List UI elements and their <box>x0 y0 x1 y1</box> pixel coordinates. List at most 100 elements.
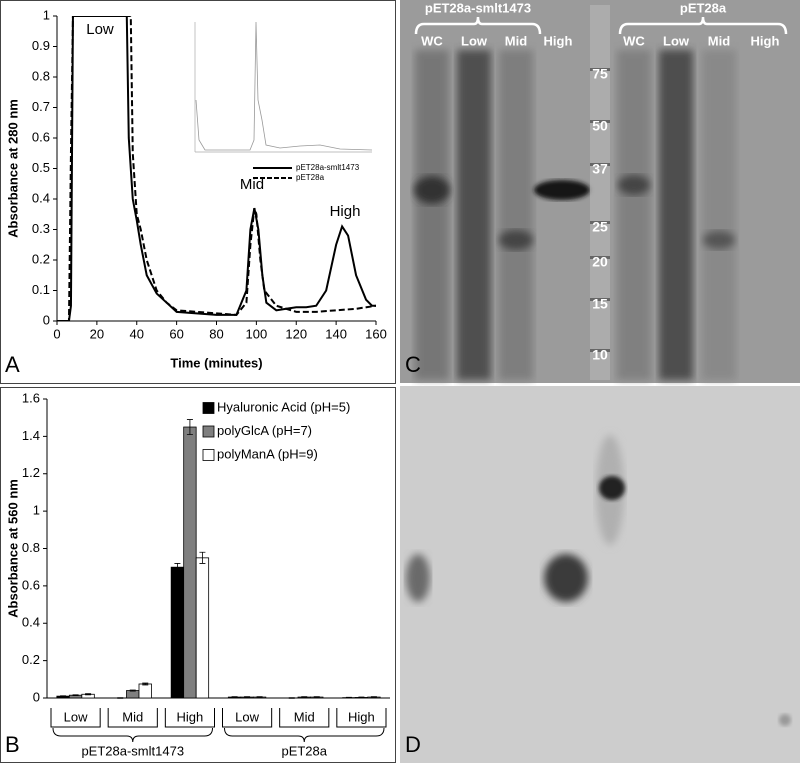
ladder-band <box>590 120 610 123</box>
error-bar <box>301 696 308 698</box>
gel-band <box>703 231 735 249</box>
y-tick-label: 1.6 <box>22 390 40 405</box>
error-bar <box>256 696 263 698</box>
x-axis-label: Time (minutes) <box>170 355 262 370</box>
bar <box>170 566 185 699</box>
ladder-band <box>590 298 610 301</box>
y-tick-label: 0.6 <box>32 129 50 144</box>
lane-label: High <box>544 33 573 48</box>
lane-label: Mid <box>505 33 527 48</box>
legend-label: pET28a <box>296 173 325 182</box>
y-tick-label: 0 <box>43 312 50 327</box>
y-tick-label: 1 <box>43 7 50 22</box>
inset-trace <box>195 21 373 151</box>
y-tick-label: 1 <box>33 503 40 518</box>
y-tick-label: 0.1 <box>32 282 50 297</box>
x-tick-label: Low <box>64 709 88 724</box>
gel-band <box>499 230 533 250</box>
bar <box>126 690 140 699</box>
gel-lane <box>457 50 491 380</box>
y-tick-label: 1.4 <box>22 428 40 443</box>
gel-d-band <box>599 476 625 500</box>
category-brace <box>336 708 387 728</box>
y-tick-label: 0.8 <box>32 68 50 83</box>
panel-letter: B <box>5 732 20 757</box>
gel-band <box>534 180 590 200</box>
y-axis-label: Absorbance at 280 nm <box>5 99 20 238</box>
x-tick-label: Low <box>235 709 259 724</box>
inset <box>187 18 375 158</box>
lane-label: Low <box>663 33 690 48</box>
annotation: High <box>330 203 361 220</box>
error-bar <box>60 695 67 697</box>
y-tick-label: 0.3 <box>32 221 50 236</box>
gel-band <box>618 175 650 195</box>
y-tick-label: 0.9 <box>32 38 50 53</box>
error-bar <box>174 563 181 572</box>
lane-label: WC <box>421 33 443 48</box>
x-tick-label: 80 <box>209 326 223 341</box>
gel-d <box>400 386 800 763</box>
gel-d-band <box>544 554 588 602</box>
group-brace <box>52 727 213 743</box>
marker-label: 20 <box>592 254 608 270</box>
y-tick-label: 0.2 <box>22 652 40 667</box>
y-tick-label: 0 <box>33 689 40 704</box>
marker-label: 15 <box>592 296 608 312</box>
error-bar <box>186 419 193 435</box>
gel-lane <box>415 50 449 380</box>
ladder-band <box>590 163 610 166</box>
legend-label: pET28a-smlt1473 <box>296 163 360 172</box>
lane-label: WC <box>623 33 645 48</box>
lane-label: Low <box>461 33 488 48</box>
legend-label: Hyaluronic Acid (pH=5) <box>217 399 350 414</box>
error-bar <box>142 682 149 686</box>
y-tick-label: 0.4 <box>22 615 40 630</box>
group-label: pET28a-smlt1473 <box>81 743 184 758</box>
x-tick-label: 60 <box>169 326 183 341</box>
inset-area <box>187 18 375 158</box>
y-axis-label: Absorbance at 560 nm <box>5 479 20 618</box>
x-tick-label: Mid <box>122 709 143 724</box>
line-series <box>57 16 376 321</box>
gel-d-bg <box>400 386 800 763</box>
legend-swatch <box>202 402 215 414</box>
bracket <box>414 16 542 35</box>
marker-label: 37 <box>592 161 608 177</box>
annotation: Low <box>86 21 114 38</box>
gel-lane <box>499 50 533 380</box>
marker-label: 50 <box>592 118 608 134</box>
ladder-band <box>590 256 610 259</box>
y-tick-label: 0.2 <box>32 251 50 266</box>
error-bar <box>231 696 238 698</box>
gel-d-spot <box>779 714 791 726</box>
marker-label: 10 <box>592 347 608 363</box>
error-bar <box>288 697 295 699</box>
y-tick-label: 0.6 <box>22 577 40 592</box>
error-bar <box>313 696 320 698</box>
x-tick-label: 160 <box>365 326 387 341</box>
y-tick-label: 0.5 <box>32 160 50 175</box>
category-brace <box>164 708 215 728</box>
ladder-lane <box>590 5 610 380</box>
y-tick-label: 0.4 <box>32 190 50 205</box>
x-tick-label: 0 <box>53 326 60 341</box>
y-tick-label: 0.7 <box>32 99 50 114</box>
category-brace <box>50 708 101 728</box>
gel-d-band <box>406 554 430 602</box>
line-series <box>57 16 376 321</box>
gel-lane <box>702 50 736 380</box>
marker-label: 25 <box>592 219 608 235</box>
lane-label: High <box>751 33 780 48</box>
panel-letter: C <box>405 352 421 377</box>
bracket <box>618 16 788 35</box>
x-tick-label: 120 <box>285 326 307 341</box>
y-tick-label: 0.8 <box>22 540 40 555</box>
error-bar <box>117 697 124 699</box>
ladder-band <box>590 221 610 224</box>
panel-letter: D <box>405 732 421 757</box>
group-label: pET28a <box>281 743 327 758</box>
error-bar <box>370 696 377 698</box>
y-tick-label: 1.2 <box>22 465 40 480</box>
